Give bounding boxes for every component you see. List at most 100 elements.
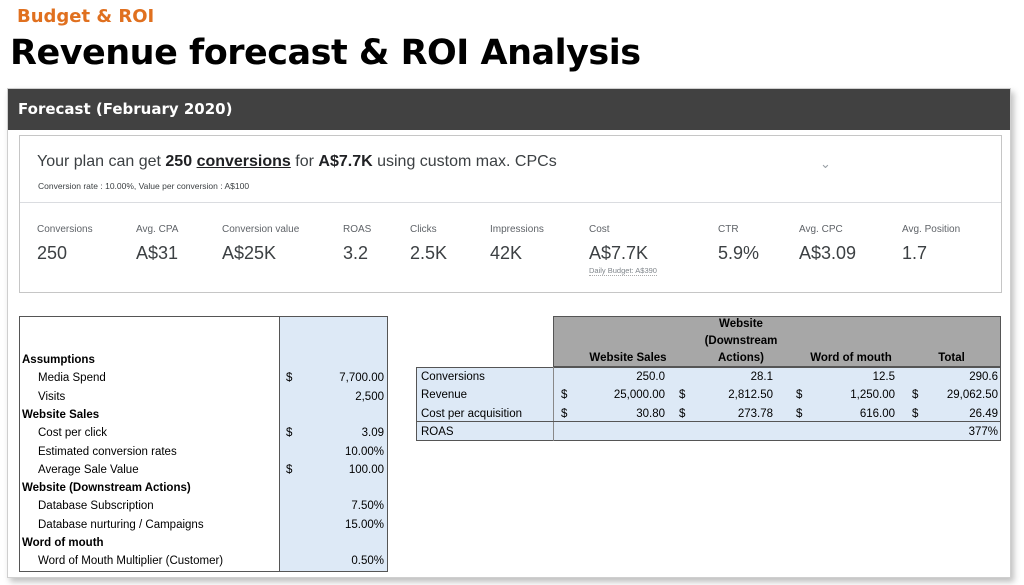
results-cell: 12.5 <box>872 371 895 383</box>
metric-label: Conversion value <box>222 224 300 235</box>
assumption-label: Average Sale Value <box>38 463 139 476</box>
assumption-row: Cost per click $3.09 <box>20 424 387 442</box>
results-cell: 25,000.00 <box>613 389 665 402</box>
metric-value: 2.5K <box>410 243 448 263</box>
results-row: Revenue $25,000.00 $2,812.50 $1,250.00 $29,0… <box>417 386 1000 404</box>
results-cell: 30.80 <box>636 407 665 420</box>
metric-value: A$3.09 <box>799 243 857 263</box>
metric-conversion-value: Conversion value A$25K <box>222 224 299 264</box>
results-cell: 28.1 <box>750 371 773 383</box>
currency-symbol: $ <box>286 372 293 385</box>
results-cell: 29,062.50 <box>946 389 998 402</box>
assumption-value[interactable]: 0.50% <box>351 555 384 568</box>
currency-symbol: $ <box>796 389 803 402</box>
plan-suffix: using custom max. CPCs <box>372 153 557 170</box>
metric-value: A$31 <box>136 243 179 263</box>
metric-clicks: Clicks 2.5K <box>410 224 447 264</box>
metric-label: Avg. CPC <box>799 224 843 235</box>
results-row-label: ROAS <box>421 425 454 438</box>
results-row-divider <box>416 421 1001 422</box>
results-cell: 377% <box>968 425 998 438</box>
daily-budget-note[interactable]: Daily Budget: A$390 <box>589 266 657 276</box>
assumption-row: Word of Mouth Multiplier (Customer) 0.50% <box>20 552 387 570</box>
metric-label: Clicks <box>410 224 437 235</box>
assumption-value[interactable]: 2,500 <box>355 390 384 403</box>
metric-avg-position: Avg. Position 1.7 <box>902 224 960 264</box>
header-website-sales: Website Sales <box>589 352 667 364</box>
header-actions: Actions) <box>718 352 764 364</box>
assumption-label: Visits <box>38 390 66 403</box>
assumption-row: Website Sales <box>20 406 387 424</box>
assumption-row: Media Spend $7,700.00 <box>20 369 387 387</box>
assumption-label: Estimated conversion rates <box>38 445 177 458</box>
currency-symbol: $ <box>796 407 803 420</box>
metric-value: 3.2 <box>343 243 369 263</box>
assumption-value[interactable]: 15.00% <box>344 518 384 531</box>
assumption-row: Database Subscription 7.50% <box>20 497 387 515</box>
plan-amount: A$7.7K <box>318 153 373 170</box>
assumption-row: Assumptions <box>20 351 387 369</box>
section-label: Budget & ROI <box>17 6 155 27</box>
header-downstream: (Downstream <box>704 335 778 347</box>
metric-label: CTR <box>718 224 739 235</box>
assumption-row: Word of mouth <box>20 534 387 552</box>
results-row: Conversions 250.0 28.1 12.5 290.6 <box>417 368 1000 386</box>
metric-value: 1.7 <box>902 243 928 263</box>
assumption-row: Average Sale Value $100.00 <box>20 461 387 479</box>
header-total: Total <box>938 352 965 364</box>
card-divider <box>20 202 1001 203</box>
results-cell: 616.00 <box>859 407 895 420</box>
forecast-card: Your plan can get 250 conversions for A$… <box>19 135 1002 293</box>
assumption-row: Website (Downstream Actions) <box>20 479 387 497</box>
metric-label: ROAS <box>343 224 372 235</box>
assumption-row: Visits 2,500 <box>20 388 387 406</box>
assumptions-value-column <box>279 317 387 571</box>
assumption-value[interactable]: 3.09 <box>361 427 384 440</box>
assumption-label: Database Subscription <box>38 500 154 513</box>
results-column-divider <box>553 367 554 441</box>
currency-symbol: $ <box>679 389 686 402</box>
assumption-label: Database nurturing / Campaigns <box>38 518 204 531</box>
currency-symbol: $ <box>561 407 568 420</box>
assumption-label: Media Spend <box>38 372 106 385</box>
currency-symbol: $ <box>561 389 568 402</box>
plan-conversions-link[interactable]: conversions <box>196 153 291 170</box>
metric-label: Impressions <box>490 224 544 235</box>
metric-avg-cpa: Avg. CPA A$31 <box>136 224 178 264</box>
results-cell: 1,250.00 <box>850 389 895 402</box>
results-cell: 273.78 <box>737 407 773 420</box>
metric-value: A$7.7K <box>589 243 649 263</box>
results-cell: 26.49 <box>969 407 998 420</box>
metric-value: 5.9% <box>718 243 760 263</box>
panel-header-title: Forecast (February 2020) <box>18 100 233 118</box>
page-title: Revenue forecast & ROI Analysis <box>10 33 641 73</box>
plan-summary: Your plan can get 250 conversions for A$… <box>37 153 557 171</box>
currency-symbol: $ <box>286 427 293 440</box>
assumption-row: Estimated conversion rates 10.00% <box>20 443 387 461</box>
metric-ctr: CTR 5.9% <box>718 224 759 264</box>
assumption-value[interactable]: 10.00% <box>344 445 384 458</box>
currency-symbol: $ <box>912 389 919 402</box>
assumption-group-label: Word of mouth <box>22 537 104 549</box>
metric-impressions: Impressions 42K <box>490 224 544 264</box>
metric-label: Conversions <box>37 224 93 235</box>
metric-label: Avg. CPA <box>136 224 179 235</box>
assumption-value[interactable]: 7.50% <box>351 500 384 513</box>
chevron-down-icon[interactable]: ⌄ <box>820 156 831 171</box>
assumption-group-label: Website Sales <box>22 408 100 421</box>
metric-roas: ROAS 3.2 <box>343 224 371 264</box>
metric-value: 250 <box>37 243 68 263</box>
metric-cost: Cost A$7.7K Daily Budget: A$390 <box>589 224 657 276</box>
plan-subline: Conversion rate : 10.00%, Value per conv… <box>38 181 250 191</box>
assumption-group-label: Website (Downstream Actions) <box>22 482 191 495</box>
assumption-value[interactable]: 100.00 <box>348 463 384 476</box>
currency-symbol: $ <box>286 463 293 476</box>
metric-label: Cost <box>589 224 610 235</box>
assumptions-table: Assumptions Media Spend $7,700.00 Visits 2,5… <box>19 316 388 572</box>
metric-label: Avg. Position <box>902 224 961 235</box>
assumption-value[interactable]: 7,700.00 <box>339 372 384 385</box>
currency-symbol: $ <box>912 407 919 420</box>
results-row: ROAS 377% <box>417 423 1000 441</box>
plan-mid: for <box>290 153 319 170</box>
results-cell: 290.6 <box>969 371 998 383</box>
